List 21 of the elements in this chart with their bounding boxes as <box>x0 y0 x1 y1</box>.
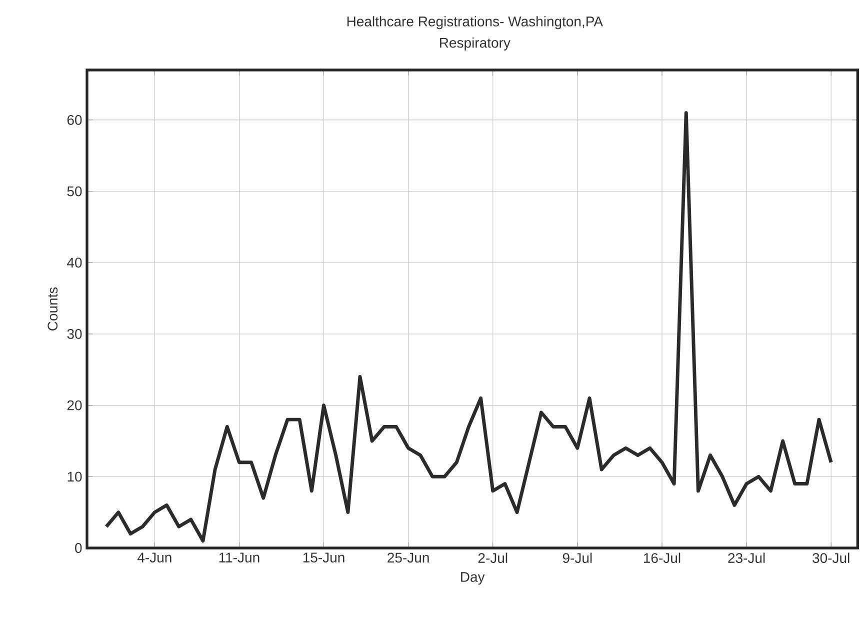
x-tick-label: 23-Jul <box>728 552 765 563</box>
y-tick-label: 30 <box>67 329 82 339</box>
line-series <box>104 111 833 543</box>
chart-title: Healthcare Registrations- Washington,PA <box>347 16 604 30</box>
y-tick-label: 50 <box>67 186 82 196</box>
y-axis-title: Counts <box>48 287 58 330</box>
chart-subtitle: Respiratory <box>440 37 510 51</box>
x-tick-label: 16-Jul <box>644 552 680 563</box>
y-tick-label: 0 <box>75 543 82 553</box>
x-tick-label: 30-Jul <box>812 552 850 563</box>
x-tick-label: 15-Jun <box>303 552 344 562</box>
x-tick-label: 4-Jun <box>137 552 172 562</box>
y-tick-label: 60 <box>67 114 82 125</box>
x-tick-label: 9-Jul <box>562 552 592 563</box>
y-tick-label: 10 <box>68 472 82 482</box>
y-tick-label: 20 <box>67 400 82 410</box>
x-tick-label: 25-Jun <box>388 552 429 563</box>
y-tick-label: 40 <box>67 258 82 268</box>
x-tick-label: 2-Jul <box>478 552 508 563</box>
x-axis-title: Day <box>461 572 485 585</box>
x-tick-label: 11-Jun <box>219 552 260 562</box>
